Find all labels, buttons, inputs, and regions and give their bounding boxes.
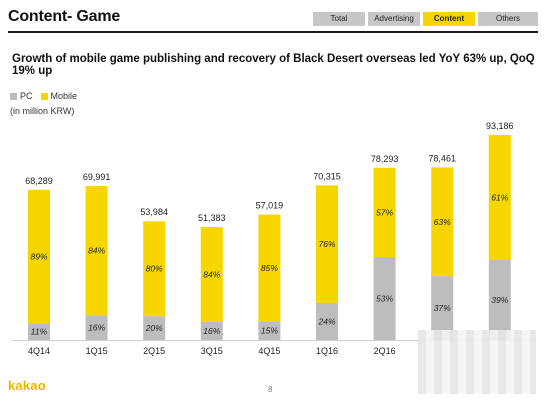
total-label-2Q16: 78,293 — [371, 154, 399, 164]
bar-pc-2Q16 — [373, 257, 396, 340]
kakao-logo: kakao — [8, 378, 46, 393]
pc-percent-label-2Q16: 53% — [376, 294, 393, 304]
mobile-percent-label-3Q15: 84% — [203, 269, 220, 279]
tab-content[interactable]: Content — [423, 12, 475, 26]
legend-label-pc: PC — [20, 91, 33, 101]
bar-pc-2Q15 — [143, 316, 166, 340]
tab-advertising[interactable]: Advertising — [368, 12, 420, 26]
tab-others[interactable]: Others — [478, 12, 538, 26]
pc-percent-label-4Q15: 15% — [261, 326, 278, 336]
mobile-percent-label-2Q16: 57% — [376, 207, 393, 217]
mobile-percent-label-1Q16: 76% — [318, 239, 335, 249]
mobile-percent-label-1Q15: 84% — [88, 246, 105, 256]
bar-pc-1Q16 — [316, 302, 338, 340]
total-label-2Q15: 53,984 — [140, 207, 168, 217]
title-divider — [8, 31, 538, 33]
total-label-4Q14: 68,289 — [25, 176, 53, 186]
header: Content- Game Total Advertising Content … — [0, 0, 546, 40]
bar-pc-4Q15 — [258, 321, 281, 340]
legend-swatch-pc — [10, 92, 17, 100]
mobile-percent-label-2Q15: 80% — [146, 264, 163, 274]
page-title: Content- Game — [8, 8, 121, 25]
bar-mobile-4Q15 — [258, 214, 281, 322]
total-label-1Q15: 69,991 — [83, 172, 111, 182]
mobile-percent-label-4Q15: 85% — [261, 263, 278, 273]
legend-label-mobile: Mobile — [50, 91, 78, 101]
x-tick-label-1Q16: 1Q16 — [316, 346, 338, 356]
x-tick-label-2Q16: 2Q16 — [374, 346, 396, 356]
bar-mobile-2Q15 — [143, 221, 166, 317]
mobile-percent-label-4Q16: 61% — [491, 193, 508, 203]
unit-label: (in million KRW) — [10, 106, 75, 116]
x-tick-label-4Q15: 4Q15 — [258, 346, 280, 356]
legend-item-pc: PC — [10, 91, 33, 101]
bar-pc-4Q14 — [28, 323, 50, 340]
blurred-watermark — [418, 330, 536, 394]
bar-pc-4Q16 — [488, 260, 511, 340]
x-tick-label-3Q15: 3Q15 — [201, 346, 223, 356]
bar-mobile-3Q16 — [431, 167, 454, 277]
section-tabs: Total Advertising Content Others — [313, 12, 538, 26]
pc-percent-label-1Q16: 24% — [317, 316, 335, 326]
bar-mobile-1Q16 — [316, 185, 338, 303]
bar-pc-3Q16 — [431, 276, 454, 340]
total-label-4Q15: 57,019 — [256, 201, 284, 211]
bar-mobile-4Q14 — [28, 189, 50, 324]
total-label-3Q16: 78,461 — [428, 153, 456, 163]
x-tick-label-4Q14: 4Q14 — [28, 346, 50, 356]
tab-total[interactable]: Total — [313, 12, 365, 26]
total-label-4Q16: 93,186 — [486, 121, 514, 131]
pc-percent-label-4Q14: 11% — [31, 327, 48, 337]
chart-legend: PC Mobile — [10, 91, 77, 101]
bar-mobile-2Q16 — [373, 167, 396, 258]
pc-percent-label-4Q16: 39% — [491, 295, 508, 305]
mobile-percent-label-3Q16: 63% — [434, 217, 451, 227]
pc-percent-label-3Q16: 37% — [434, 303, 451, 313]
total-label-3Q15: 51,383 — [198, 213, 226, 223]
legend-item-mobile: Mobile — [40, 91, 78, 101]
bar-mobile-4Q16 — [488, 134, 511, 261]
pc-percent-label-2Q15: 20% — [145, 323, 163, 333]
bar-mobile-3Q15 — [200, 226, 223, 322]
bar-pc-3Q15 — [200, 321, 223, 340]
mobile-percent-label-4Q14: 89% — [30, 252, 47, 262]
legend-swatch-mobile — [40, 92, 48, 100]
page-number: 8 — [268, 385, 273, 394]
x-tick-label-2Q15: 2Q15 — [143, 346, 165, 356]
bar-pc-1Q15 — [85, 315, 108, 340]
x-tick-label-1Q15: 1Q15 — [86, 346, 108, 356]
total-label-1Q16: 70,315 — [313, 171, 341, 181]
pc-percent-label-3Q15: 16% — [203, 326, 220, 336]
bar-mobile-1Q15 — [85, 186, 108, 316]
chart-headline: Growth of mobile game publishing and rec… — [12, 53, 535, 77]
pc-percent-label-1Q15: 16% — [88, 323, 105, 333]
